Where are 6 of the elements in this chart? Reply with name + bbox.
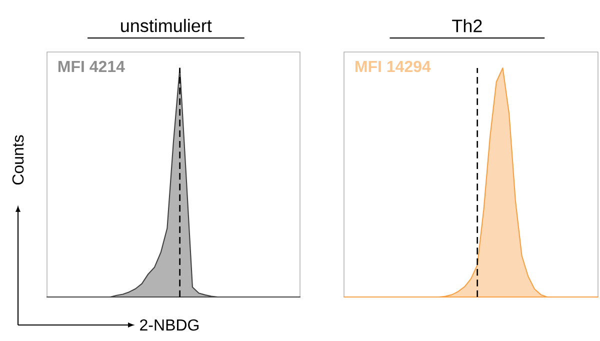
annotation: MFI 14294 — [355, 60, 431, 72]
y-axis-title: Counts — [12, 135, 24, 185]
chart-title: Th2 — [452, 19, 482, 32]
annotation: MFI 4214 — [58, 60, 125, 72]
chart-title: unstimuliert — [121, 18, 212, 32]
x-axis-title: 2-NBDG — [140, 319, 199, 331]
